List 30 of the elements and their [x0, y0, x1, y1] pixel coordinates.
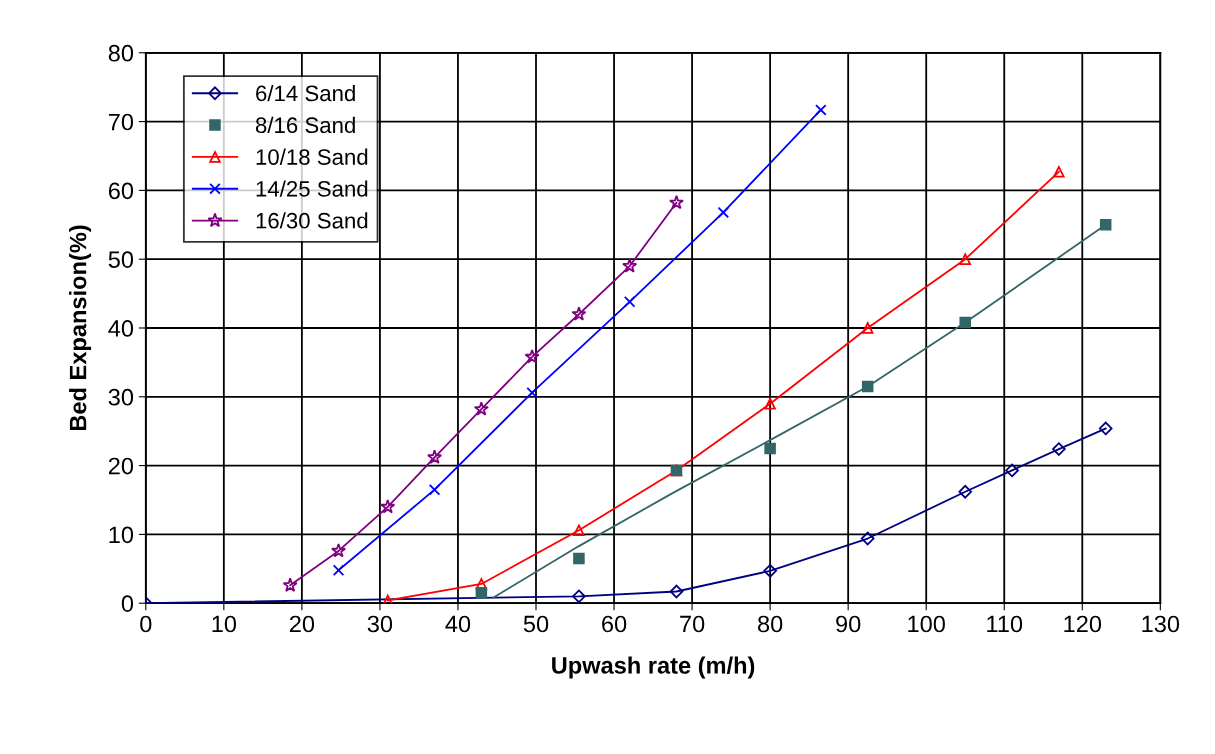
x-tick-label: 30	[367, 615, 393, 633]
x-tick-label: 0	[140, 615, 152, 633]
x-tick-label: 50	[523, 615, 549, 633]
legend-label: 6/14 Sand	[256, 84, 355, 102]
y-tick-label: 40	[108, 320, 134, 337]
y-tick-label: 80	[108, 44, 134, 62]
x-tick-label: 70	[680, 615, 705, 633]
y-tick-label: 10	[109, 526, 134, 544]
x-axis-title: Upwash rate (m/h)	[552, 656, 755, 679]
x-tick-label: 100	[908, 615, 945, 633]
x-tick-label: 110	[987, 615, 1023, 633]
x-tick-label: 90	[836, 615, 861, 633]
x-tick-label: 130	[1142, 615, 1180, 633]
x-tick-label: 60	[602, 615, 627, 633]
y-tick-label: 30	[108, 388, 134, 406]
y-axis-title: Bed Expansion(%)	[69, 225, 92, 431]
x-tick-label: 40	[445, 615, 471, 633]
legend-label: 10/18 Sand	[256, 148, 368, 165]
legend-label: 16/30 Sand	[256, 212, 368, 229]
legend-label: 8/16 Sand	[255, 116, 355, 134]
y-tick-label: 60	[108, 182, 134, 200]
y-tick-label: 0	[121, 595, 134, 612]
y-tick-label: 70	[108, 113, 134, 131]
y-tick-label: 20	[108, 457, 134, 475]
x-tick-label: 120	[1064, 615, 1102, 633]
legend-label: 14/25 Sand	[256, 180, 368, 197]
y-tick-label: 50	[108, 251, 134, 268]
x-tick-label: 10	[212, 615, 237, 633]
x-tick-label: 20	[289, 615, 315, 633]
x-tick-label: 80	[758, 615, 783, 633]
